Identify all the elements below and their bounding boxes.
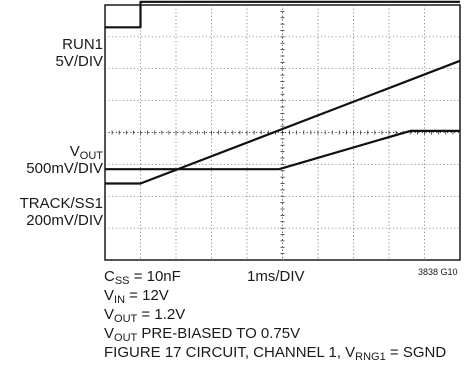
prebias-v: V bbox=[104, 325, 115, 342]
run1-trace bbox=[105, 0, 460, 29]
fig-sub: RNG1 bbox=[355, 351, 386, 363]
css-c: C bbox=[104, 268, 115, 285]
vout-v: V bbox=[69, 143, 80, 160]
run1-name: RUN1 bbox=[62, 36, 103, 53]
vout-note-v: V bbox=[104, 306, 115, 323]
vout-trace bbox=[105, 129, 460, 171]
vout-note-val: = 1.2V bbox=[137, 306, 186, 323]
vout-scale: 500mV/DIV bbox=[26, 160, 103, 177]
vout-note: VOUT = 1.2V bbox=[104, 306, 186, 325]
run1-scale: 5V/DIV bbox=[55, 53, 103, 70]
center-ticks bbox=[104, 4, 461, 261]
vout-label: VOUT 500mV/DIV bbox=[26, 143, 103, 177]
vin-v: V bbox=[104, 287, 115, 304]
fig-end: = SGND bbox=[385, 344, 447, 361]
prebias-sub: OUT bbox=[114, 332, 138, 344]
scope-plot bbox=[104, 0, 461, 261]
vout-note-sub: OUT bbox=[114, 313, 138, 325]
vin-val: = 12V bbox=[125, 287, 169, 304]
figure-note: FIGURE 17 CIRCUIT, CHANNEL 1, VRNG1 = SG… bbox=[104, 344, 447, 363]
run1-label: RUN1 5V/DIV bbox=[55, 36, 103, 70]
prebias-val: PRE-BIASED TO 0.75V bbox=[137, 325, 301, 342]
css-note: CSS = 10nF bbox=[104, 268, 181, 287]
track-label: TRACK/SS1 200mV/DIV bbox=[20, 195, 103, 229]
track-name: TRACK/SS1 bbox=[19, 195, 103, 212]
fig-text: FIGURE 17 CIRCUIT, CHANNEL 1, V bbox=[104, 344, 356, 361]
traces bbox=[105, 0, 461, 185]
track-ss1-trace bbox=[105, 59, 461, 185]
timebase-label: 1ms/DIV bbox=[247, 268, 305, 285]
css-sub: SS bbox=[114, 275, 130, 287]
css-val: = 10nF bbox=[129, 268, 181, 285]
vout-sub: OUT bbox=[79, 150, 103, 162]
prebias-note: VOUT PRE-BIASED TO 0.75V bbox=[104, 325, 301, 344]
track-scale: 200mV/DIV bbox=[26, 212, 103, 229]
figure-code: 3838 G10 bbox=[418, 267, 458, 277]
vin-sub: IN bbox=[114, 294, 126, 306]
vin-note: VIN = 12V bbox=[104, 287, 169, 306]
